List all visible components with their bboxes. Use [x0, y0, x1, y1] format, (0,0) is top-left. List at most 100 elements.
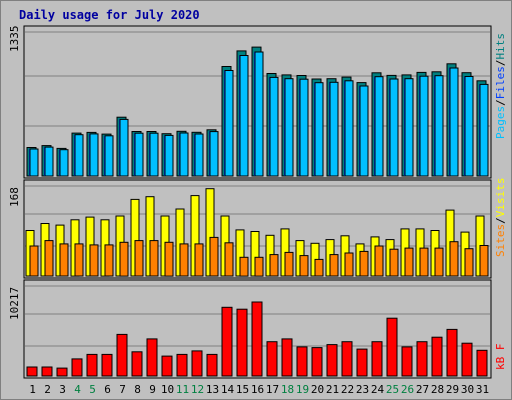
bar-kbytes-day-15: [236, 308, 248, 377]
ymax-label-kbytes: 10217: [8, 287, 21, 320]
bar-pages-day-5: [89, 133, 99, 177]
bar-sites-day-3: [59, 243, 69, 277]
bar-sites-day-16: [254, 256, 264, 277]
bar-kbytes-day-17: [266, 341, 278, 377]
x-label-day-19: 19: [296, 383, 309, 396]
bar-sites-day-14: [224, 242, 234, 277]
bar-pages-day-4: [74, 134, 84, 177]
x-label-day-27: 27: [416, 383, 429, 396]
bar-pages-day-26: [404, 78, 414, 177]
bar-sites-day-8: [134, 240, 144, 277]
x-label-day-29: 29: [446, 383, 459, 396]
bar-pages-day-24: [374, 76, 384, 177]
bar-sites-day-1: [29, 245, 39, 277]
bar-kbytes-day-11: [176, 353, 188, 377]
legend-sites: Sites: [494, 224, 507, 257]
bar-sites-day-6: [104, 244, 114, 277]
bar-sites-day-13: [209, 236, 219, 277]
x-label-day-20: 20: [311, 383, 324, 396]
legend-sep-2: /: [494, 60, 507, 67]
x-label-day-11: 11: [176, 383, 189, 396]
bar-kbytes-day-12: [191, 350, 203, 377]
x-label-day-31: 31: [476, 383, 489, 396]
bar-sites-day-28: [434, 247, 444, 277]
legend-kb: kB: [494, 356, 507, 370]
bar-pages-day-29: [449, 67, 459, 177]
bar-kbytes-day-5: [86, 353, 98, 377]
bar-sites-day-24: [374, 245, 384, 277]
bar-kbytes-day-26: [401, 346, 413, 377]
x-label-day-1: 1: [29, 383, 36, 396]
x-label-day-22: 22: [341, 383, 354, 396]
x-label-day-7: 7: [119, 383, 126, 396]
bar-kbytes-day-18: [281, 338, 293, 377]
bar-kbytes-day-10: [161, 355, 173, 377]
x-label-day-26: 26: [401, 383, 414, 396]
legend-files: Files: [494, 66, 507, 99]
bar-kbytes-day-23: [356, 348, 368, 377]
x-label-day-4: 4: [74, 383, 81, 396]
bar-pages-day-2: [44, 146, 54, 177]
bar-kbytes-day-1: [26, 366, 38, 377]
bar-sites-day-9: [149, 240, 159, 277]
x-label-day-12: 12: [191, 383, 204, 396]
bar-sites-day-5: [89, 244, 99, 277]
legend-visits: Visits: [494, 178, 507, 218]
bar-pages-day-12: [194, 133, 204, 177]
bar-pages-day-13: [209, 131, 219, 177]
bar-sites-day-29: [449, 241, 459, 277]
bar-sites-day-11: [179, 243, 189, 277]
bar-pages-day-9: [149, 132, 159, 177]
bar-pages-day-31: [479, 83, 489, 177]
bar-sites-day-10: [164, 241, 174, 277]
bar-kbytes-day-6: [101, 353, 113, 377]
x-label-day-3: 3: [59, 383, 66, 396]
bar-pages-day-3: [59, 149, 69, 177]
x-label-day-28: 28: [431, 383, 444, 396]
ymax-label-hits: 1335: [8, 26, 21, 53]
bar-sites-day-17: [269, 254, 279, 277]
svg-text:Sites/Visits: Sites/Visits: [494, 178, 507, 258]
bar-sites-day-25: [389, 248, 399, 277]
x-label-day-9: 9: [149, 383, 156, 396]
bar-sites-day-30: [464, 248, 474, 277]
bar-sites-day-12: [194, 243, 204, 277]
x-label-day-15: 15: [236, 383, 249, 396]
bar-pages-day-27: [419, 75, 429, 177]
x-label-day-18: 18: [281, 383, 294, 396]
bar-sites-day-22: [344, 252, 354, 277]
svg-text:kB F: kB F: [494, 344, 507, 371]
bar-kbytes-day-30: [461, 342, 473, 377]
x-label-day-21: 21: [326, 383, 339, 396]
bar-pages-day-17: [269, 76, 279, 177]
svg-text:Pages/Files/Hits: Pages/Files/Hits: [494, 33, 507, 139]
bar-sites-day-31: [479, 245, 489, 277]
bar-kbytes-day-28: [431, 336, 443, 377]
bar-sites-day-27: [419, 247, 429, 277]
x-label-day-30: 30: [461, 383, 474, 396]
legend-hits: Hits: [494, 33, 507, 60]
x-label-day-23: 23: [356, 383, 369, 396]
bar-pages-day-14: [224, 70, 234, 177]
legend-kbytes: kB F: [494, 344, 507, 371]
bar-pages-day-21: [329, 81, 339, 177]
bar-pages-day-20: [314, 82, 324, 177]
bar-kbytes-day-16: [251, 301, 263, 377]
bar-kbytes-day-3: [56, 367, 68, 377]
bar-kbytes-day-22: [341, 341, 353, 377]
bar-sites-day-23: [359, 250, 369, 277]
x-label-day-13: 13: [206, 383, 219, 396]
bar-kbytes-day-4: [71, 358, 83, 377]
bar-kbytes-day-20: [311, 347, 323, 377]
bar-kbytes-day-2: [41, 366, 53, 377]
bar-layer: [25, 31, 490, 377]
bar-pages-day-30: [464, 76, 474, 177]
chart-title: Daily usage for July 2020: [19, 8, 200, 22]
bar-pages-day-23: [359, 85, 369, 177]
bar-pages-day-25: [389, 78, 399, 177]
x-axis-labels: 1 2 3 4 5 6 7 8 9 10 11 12 13 14 15 16 17 18 19 20 21 22 23 24 2…: [29, 383, 489, 396]
bar-kbytes-day-24: [371, 341, 383, 377]
x-label-day-6: 6: [104, 383, 111, 396]
bar-kbytes-day-21: [326, 344, 338, 377]
